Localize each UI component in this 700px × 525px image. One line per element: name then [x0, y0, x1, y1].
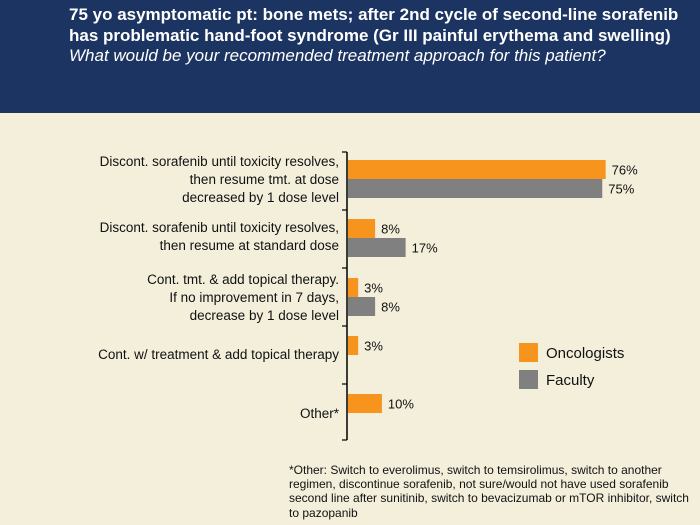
category-label: then resume tmt. at dose — [190, 172, 339, 187]
bar-faculty — [348, 179, 603, 198]
data-label: 75% — [608, 182, 634, 197]
data-label: 10% — [388, 397, 414, 412]
category-label: Cont. tmt. & add topical therapy. — [147, 272, 339, 287]
bar-faculty — [348, 297, 376, 316]
legend-label-oncologists: Oncologists — [546, 345, 624, 362]
footnote: *Other: Switch to everolimus, switch to … — [289, 463, 689, 520]
legend-label-faculty: Faculty — [546, 372, 595, 389]
slide-title: 75 yo asymptomatic pt: bone mets; after … — [69, 5, 679, 45]
data-label: 3% — [364, 281, 383, 296]
category-label: Discont. sorafenib until toxicity resolv… — [100, 220, 339, 235]
category-label: If no improvement in 7 days, — [169, 290, 339, 305]
header-banner: 75 yo asymptomatic pt: bone mets; after … — [0, 0, 700, 113]
bar-oncologists — [348, 160, 606, 179]
legend-swatch-faculty — [519, 370, 538, 389]
category-label: then resume at standard dose — [160, 238, 339, 253]
data-label: 8% — [381, 222, 400, 237]
bar-oncologists — [348, 394, 382, 413]
bar-oncologists — [348, 278, 359, 297]
category-label: Cont. w/ treatment & add topical therapy — [98, 347, 339, 362]
bar-oncologists — [348, 336, 359, 355]
bar-oncologists — [348, 219, 376, 238]
data-label: 8% — [381, 300, 400, 315]
category-label: decreased by 1 dose level — [182, 190, 339, 205]
bar-faculty — [348, 238, 406, 257]
slide-question: What would be your recommended treatment… — [69, 46, 606, 65]
data-label: 76% — [612, 163, 638, 178]
data-label: 3% — [364, 339, 383, 354]
legend-swatch-oncologists — [519, 343, 538, 362]
category-label: decrease by 1 dose level — [190, 308, 339, 323]
data-label: 17% — [412, 241, 438, 256]
category-label: Other* — [300, 406, 340, 421]
category-label: Discont. sorafenib until toxicity resolv… — [100, 154, 339, 169]
